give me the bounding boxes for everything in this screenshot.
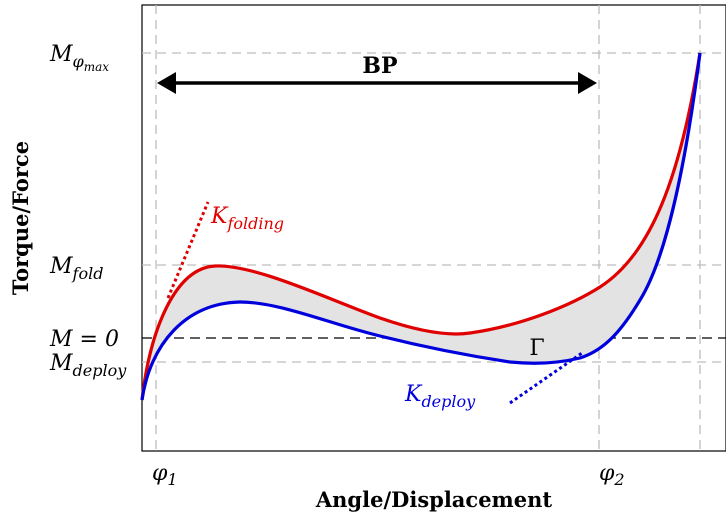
bp-label: BP <box>362 53 397 79</box>
bp-arrow-left-head <box>157 72 176 94</box>
phi1-label: φ1 <box>152 461 178 489</box>
bp-arrow-right-head <box>578 72 597 94</box>
phi2-label: φ2 <box>599 461 625 489</box>
deploy-curve <box>140 52 702 401</box>
m-fold-label: Mfold <box>49 254 103 283</box>
k-deploy-tangent <box>509 351 583 405</box>
m-zero-label: M = 0 <box>49 327 119 352</box>
gamma-label: Γ <box>529 336 544 361</box>
folding-curve <box>140 52 702 401</box>
k-folding-label: Kfolding <box>210 204 284 233</box>
plot-frame <box>141 4 726 452</box>
x-axis-title: Angle/Displacement <box>315 487 553 512</box>
m-deploy-label: Mdeploy <box>49 351 127 380</box>
k-deploy-label: Kdeploy <box>404 382 476 411</box>
y-axis-title: Torque/Force <box>8 141 33 295</box>
k-folding-tangent <box>166 201 210 299</box>
hysteresis-area <box>142 53 700 400</box>
m-phi-max-label: Mφmax <box>49 42 109 74</box>
